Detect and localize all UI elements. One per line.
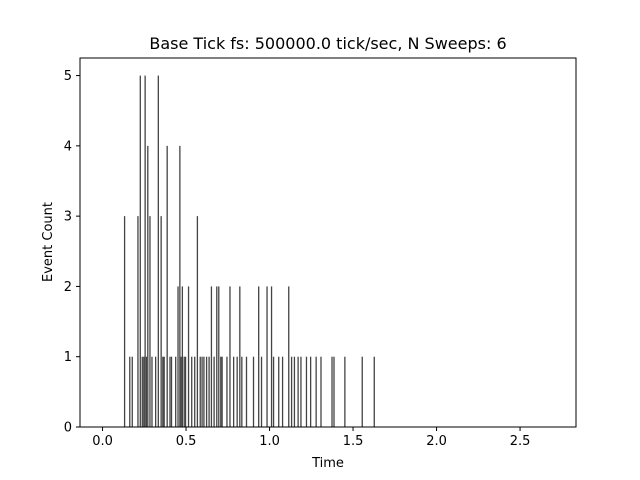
bar: [194, 356, 196, 427]
x-tick-label: 2.0: [426, 434, 447, 449]
bar: [131, 356, 133, 427]
x-axis-ticks: 0.0 0.5 1.0 1.5 2.0 2.5: [92, 427, 530, 449]
bar: [213, 356, 215, 427]
y-tick-label: 2: [64, 280, 72, 295]
bar: [258, 286, 260, 427]
bar: [157, 75, 159, 427]
bar: [220, 356, 222, 427]
bar: [208, 356, 210, 427]
bar: [177, 286, 179, 427]
bar: [232, 356, 235, 427]
bar: [203, 356, 205, 427]
y-tick-label: 1: [64, 350, 72, 365]
bar: [305, 356, 308, 427]
bar: [205, 356, 208, 427]
x-tick-label: 1.5: [343, 434, 364, 449]
y-axis-label: Event Count: [41, 202, 56, 282]
x-tick-label: 0.5: [176, 434, 197, 449]
bar: [145, 356, 148, 427]
y-axis-ticks: 0 1 2 3 4 5: [64, 69, 80, 436]
plot-frame: [79, 57, 577, 428]
bar: [170, 356, 173, 427]
bar: [183, 356, 185, 427]
bar: [266, 286, 268, 427]
bar: [160, 216, 162, 427]
bar: [290, 356, 293, 427]
bar: [278, 356, 280, 427]
bar: [293, 356, 296, 427]
bar: [226, 356, 228, 427]
bar: [187, 286, 190, 427]
bar: [216, 286, 218, 427]
bar: [236, 356, 238, 427]
bar: [373, 356, 375, 427]
bar: [239, 286, 241, 427]
bar: [147, 145, 149, 428]
bar: [229, 286, 231, 427]
bar: [139, 75, 141, 427]
bar: [169, 356, 171, 427]
bar: [162, 356, 164, 427]
bar: [151, 356, 153, 427]
bar: [144, 75, 146, 427]
bar: [288, 286, 290, 427]
bar: [129, 356, 131, 427]
bar: [141, 356, 143, 427]
bar: [184, 356, 187, 427]
y-tick-label: 3: [64, 210, 72, 225]
bar: [320, 356, 322, 427]
bar: [331, 356, 333, 427]
bar: [155, 356, 157, 427]
bar: [281, 356, 284, 427]
bar: [166, 145, 168, 428]
chart-title: Base Tick fs: 500000.0 tick/sec, N Sweep…: [149, 34, 506, 53]
bar: [201, 356, 203, 427]
bar: [123, 216, 126, 427]
bar: [181, 286, 184, 427]
bar: [179, 145, 181, 428]
y-tick-label: 5: [64, 69, 72, 84]
bar: [221, 356, 223, 427]
x-tick-label: 2.5: [510, 434, 531, 449]
y-tick-label: 0: [64, 421, 72, 436]
bar: [361, 356, 363, 427]
bar: [252, 356, 255, 427]
x-tick-label: 1.0: [259, 434, 280, 449]
bar: [210, 286, 213, 427]
bar: [137, 216, 139, 427]
bar: [297, 356, 299, 427]
bar: [241, 356, 243, 427]
x-axis-label: Time: [311, 456, 344, 471]
bars-group: [123, 75, 375, 428]
bar: [272, 356, 275, 427]
bar: [196, 216, 199, 427]
bar: [180, 356, 182, 427]
bar: [309, 356, 312, 427]
x-tick-label: 0.0: [92, 434, 113, 449]
bar: [175, 356, 177, 427]
bar: [270, 286, 273, 427]
y-tick-label: 4: [64, 139, 72, 154]
bar: [163, 356, 165, 427]
bar: [191, 356, 193, 427]
bar: [245, 356, 248, 427]
bar: [149, 216, 151, 427]
bar: [300, 356, 302, 427]
bar: [143, 356, 145, 427]
bar: [218, 286, 220, 427]
bar: [344, 356, 346, 427]
bar: [315, 356, 317, 427]
bar: [333, 356, 335, 427]
bar: [260, 356, 263, 427]
bar: [199, 356, 201, 427]
